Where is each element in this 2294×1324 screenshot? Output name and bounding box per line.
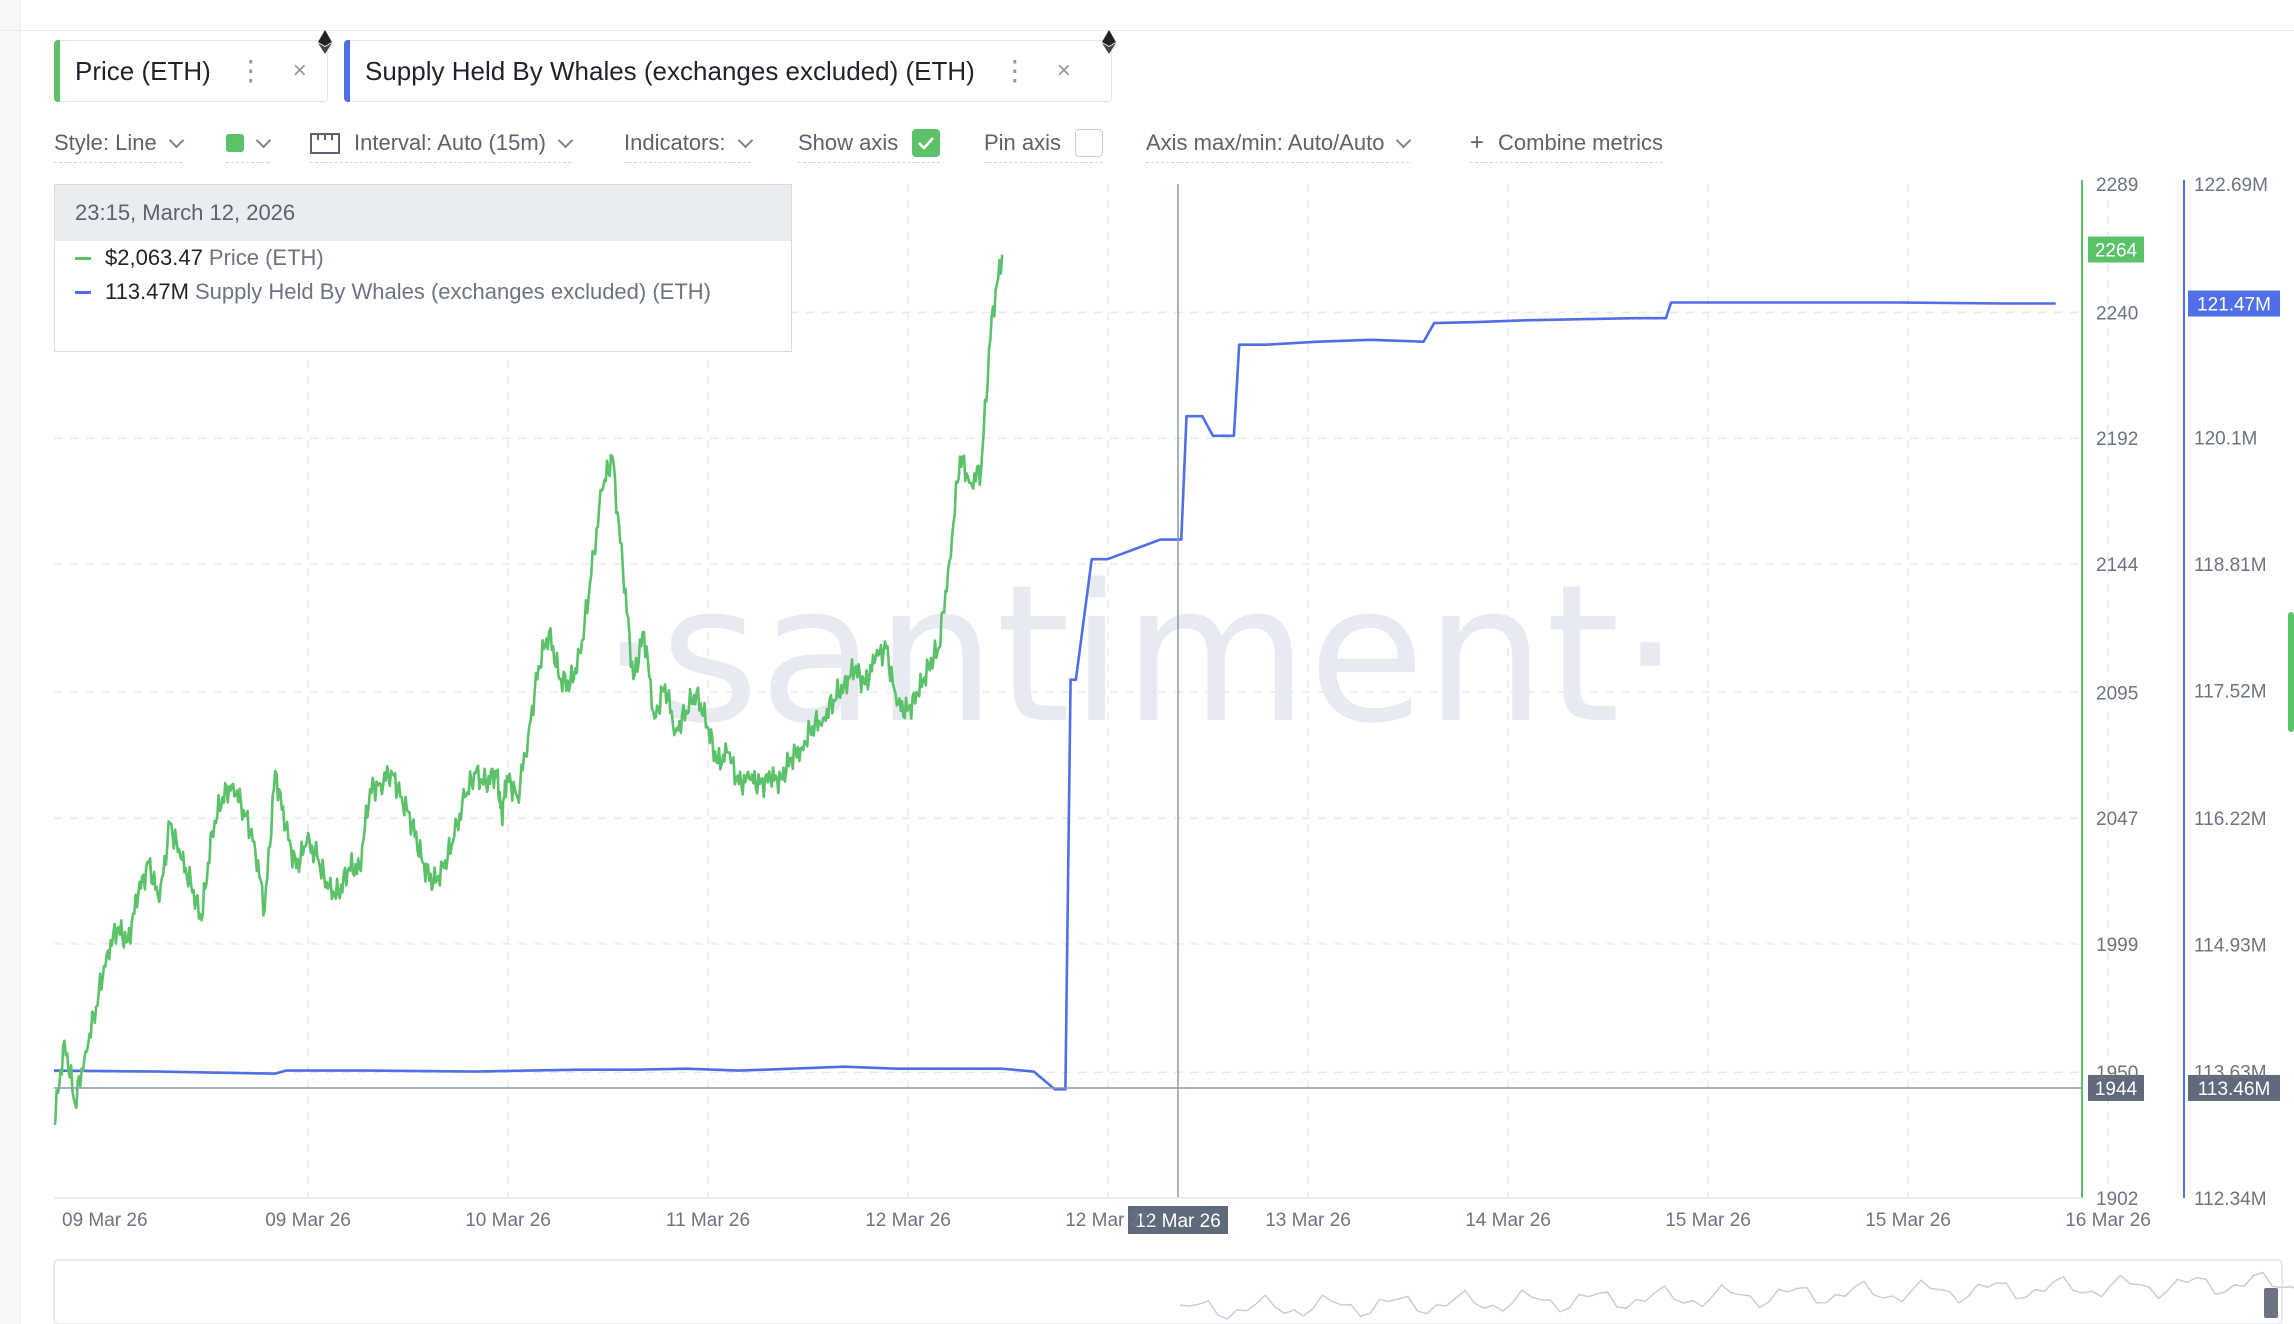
checkmark-icon (918, 137, 935, 150)
pin-axis-label: Pin axis (984, 130, 1062, 155)
x-tick-label: 12 Mar 26 (1065, 1210, 1151, 1231)
price-tick-label: 1902 (2096, 1189, 2138, 1210)
whale-line (53, 301, 2056, 1091)
x-tick-label: 09 Mar 26 (265, 1210, 351, 1231)
price-series (53, 254, 1004, 1126)
metric-pill-price-label: Price (ETH) (75, 55, 211, 86)
interval-label: Interval: Auto (15m) (354, 130, 546, 155)
whales-legend-dash (75, 290, 91, 294)
price-accent (54, 40, 60, 102)
checkbox-checked-icon[interactable] (912, 129, 941, 157)
checkbox-unchecked-icon[interactable] (1075, 129, 1104, 157)
left-edge-bar (0, 0, 21, 1324)
close-icon[interactable]: × (292, 57, 307, 84)
whale-tick-label: 113.63M (2194, 1063, 2267, 1084)
minimap-handle (2264, 1288, 2278, 1318)
x-tick-label: 16 Mar 26 (2065, 1210, 2151, 1231)
x-tick-label: 09 Mar 26 (62, 1210, 148, 1231)
whales-accent (344, 40, 350, 102)
style-dropdown[interactable]: Style: Line (54, 124, 185, 163)
current-whale-badge (2188, 290, 2280, 317)
color-picker[interactable] (226, 124, 272, 163)
x-tick-label: 10 Mar 26 (465, 1210, 551, 1231)
axes: 09 Mar 26 09 Mar 26 10 Mar 26 11 Mar 26 12 M… (54, 175, 2280, 1231)
x-tick-label: 13 Mar 26 (1265, 1210, 1351, 1231)
more-icon[interactable]: ⋮ (236, 55, 265, 86)
crosshair-x-label: 12 Mar 26 (1135, 1211, 1221, 1232)
minimap[interactable] (53, 1259, 2294, 1324)
crosshair-tooltip: 23:15, March 12, 2026 $2,063.47 Price (E… (54, 184, 792, 352)
price-tick-label: 2289 (2096, 175, 2138, 196)
price-tick-label: 1950 (2096, 1063, 2138, 1084)
whale-tick-label: 122.69M (2194, 175, 2268, 196)
scrollbar-handle[interactable] (2288, 612, 2294, 732)
price-tick-label: 2192 (2096, 429, 2138, 450)
more-icon[interactable]: ⋮ (1000, 55, 1029, 86)
tooltip-time: 23:15, March 12, 2026 (55, 185, 791, 241)
metric-pill-whales-label: Supply Held By Whales (exchanges exclude… (365, 55, 975, 86)
price-tick-label: 2095 (2096, 683, 2138, 704)
watermark: ·santiment· (600, 544, 1681, 765)
crosshair-whale-label: 113.46M (2198, 1079, 2271, 1100)
crosshair: 12 Mar 26 1944 113.46M (54, 184, 2280, 1234)
crosshair-price-badge (2088, 1074, 2144, 1101)
minimap-frame (53, 1259, 2283, 1324)
x-tick-label: 11 Mar 26 (666, 1210, 750, 1231)
tooltip-row-whales: 113.47M Supply Held By Whales (exchanges… (55, 275, 791, 309)
current-whale-label: 121.47M (2197, 295, 2271, 316)
current-price-label: 2264 (2095, 241, 2138, 262)
tooltip-price-name: Price (ETH) (208, 245, 324, 270)
calendar-icon (310, 133, 340, 154)
color-swatch (226, 134, 244, 152)
ethereum-icon (1102, 30, 1116, 54)
show-axis-label: Show axis (798, 130, 899, 155)
style-label: Style: Line (54, 130, 157, 155)
whales-series (53, 301, 2056, 1091)
crosshair-price-label: 1944 (2095, 1079, 2138, 1100)
pin-axis-toggle[interactable]: Pin axis (984, 124, 1104, 163)
whale-tick-label: 118.81M (2194, 555, 2267, 576)
combine-metrics-label: Combine metrics (1498, 130, 1664, 155)
tooltip-row-price: $2,063.47 Price (ETH) (55, 241, 791, 275)
metric-pill-price[interactable]: Price (ETH) ⋮ × (54, 40, 328, 102)
price-tick-label: 2144 (2096, 555, 2139, 576)
whale-tick-label: 112.34M (2194, 1189, 2267, 1210)
whale-tick-label: 120.1M (2194, 429, 2257, 450)
top-divider (0, 30, 2294, 31)
indicators-dropdown[interactable]: Indicators: (624, 124, 753, 163)
whale-tick-label: 117.52M (2194, 682, 2267, 703)
show-axis-toggle[interactable]: Show axis (798, 124, 941, 163)
tooltip-whale-value: 113.47M (105, 279, 189, 304)
current-price-badge (2088, 236, 2144, 263)
price-legend-dash (75, 256, 91, 260)
x-tick-label: 14 Mar 26 (1465, 1210, 1551, 1231)
minimap-line (1179, 1271, 2294, 1320)
plus-icon: + (1470, 129, 1485, 156)
interval-dropdown[interactable]: Interval: Auto (15m) (310, 124, 574, 163)
x-tick-label: 15 Mar 26 (1865, 1210, 1951, 1231)
axis-maxmin-dropdown[interactable]: Axis max/min: Auto/Auto (1146, 124, 1412, 163)
combine-metrics-button[interactable]: + Combine metrics (1470, 124, 1664, 163)
metric-pill-whales[interactable]: Supply Held By Whales (exchanges exclude… (344, 40, 1112, 102)
crosshair-x-badge (1128, 1206, 1228, 1234)
price-tick-label: 2047 (2096, 809, 2138, 830)
tooltip-whale-name: Supply Held By Whales (exchanges exclude… (194, 279, 711, 304)
price-tick-label: 1999 (2096, 935, 2138, 956)
crosshair-whale-badge (2188, 1074, 2280, 1101)
x-tick-label: 12 Mar 26 (865, 1210, 951, 1231)
ethereum-icon (318, 30, 332, 54)
x-tick-label: 15 Mar 26 (1665, 1210, 1751, 1231)
price-tick-label: 2240 (2096, 303, 2138, 324)
indicators-label: Indicators: (624, 130, 726, 155)
axis-maxmin-label: Axis max/min: Auto/Auto (1146, 130, 1385, 155)
close-icon[interactable]: × (1056, 57, 1071, 84)
whale-tick-label: 116.22M (2194, 809, 2267, 830)
tooltip-price-value: $2,063.47 (105, 245, 203, 270)
price-line (53, 254, 1004, 1126)
whale-tick-label: 114.93M (2194, 935, 2267, 956)
